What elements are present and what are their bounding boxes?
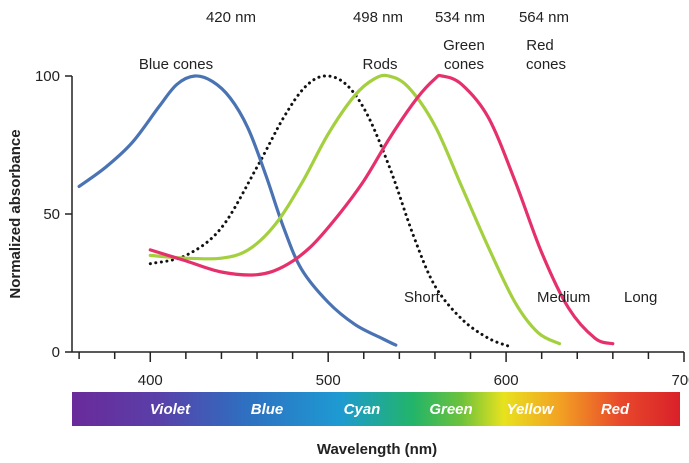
end-label-long: Long — [624, 289, 657, 306]
red-cones-curve — [148, 73, 615, 346]
x-axis-ticks: 400 500 600 700 — [78, 352, 689, 389]
x-tick-label: 500 — [316, 372, 341, 389]
x-tick-label: 600 — [494, 372, 519, 389]
peak-label-green: 534 nm — [435, 9, 485, 26]
y-axis-title: Normalized absorbance — [7, 129, 24, 298]
green-cones-curve — [148, 73, 562, 346]
x-axis-title: Wavelength (nm) — [317, 441, 437, 458]
x-tick-label: 400 — [138, 372, 163, 389]
series-layer — [77, 73, 615, 348]
y-tick-label: 0 — [52, 344, 60, 361]
spectrum-label-violet: Violet — [150, 401, 191, 418]
spectrum-label-green: Green — [429, 401, 472, 418]
peak-label-rods: 498 nm — [353, 9, 403, 26]
label-green-cones-line2: cones — [444, 56, 484, 73]
spectrum-band-labels: Violet Blue Cyan Green Yellow Red — [150, 401, 630, 418]
spectrum-label-cyan: Cyan — [344, 401, 381, 418]
spectrum-label-red: Red — [601, 401, 630, 418]
y-axis-ticks: 0 50 100 — [35, 68, 72, 361]
label-blue-cones: Blue cones — [139, 56, 213, 73]
label-red-cones-line2: cones — [526, 56, 566, 73]
peak-label-blue: 420 nm — [206, 9, 256, 26]
y-tick-label: 100 — [35, 68, 60, 85]
label-rods: Rods — [362, 56, 397, 73]
peak-label-red: 564 nm — [519, 9, 569, 26]
rods-curve — [148, 74, 512, 348]
spectrum-label-blue: Blue — [251, 401, 284, 418]
spectrum-band — [72, 392, 680, 426]
label-green-cones-line1: Green — [443, 37, 485, 54]
end-label-short: Short — [404, 289, 441, 306]
blue-cones-curve — [77, 74, 398, 347]
label-red-cones-line1: Red — [526, 37, 554, 54]
spectrum-label-yellow: Yellow — [507, 401, 555, 418]
y-tick-label: 50 — [43, 206, 60, 223]
x-tick-label: 700 — [671, 372, 689, 389]
end-label-medium: Medium — [537, 289, 590, 306]
